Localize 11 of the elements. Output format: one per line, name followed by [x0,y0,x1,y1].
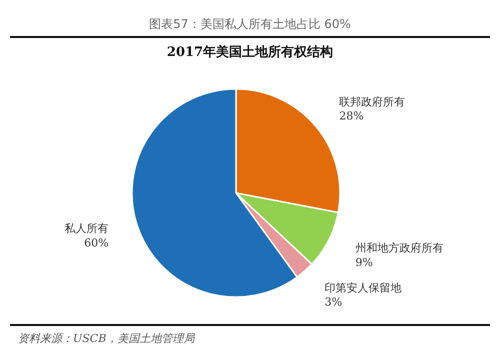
slice-label: 私人所有 [64,222,109,236]
data-label: 60% [84,236,109,250]
data-label: 9% [355,256,373,269]
slice-label: 印第安人保留地 [324,281,402,294]
data-label: 3% [324,296,342,309]
data-label: 28% [339,110,364,123]
text: 资料来源：USCB，美国土地管理局 [18,332,196,345]
text: 图表57：美国私人所有土地占比 60% [149,17,351,31]
slice-label: 州和地方政府所有 [355,242,444,255]
chart-title: 2017年美国土地所有权结构 [166,44,334,60]
slice-label: 联邦政府所有 [339,95,406,108]
